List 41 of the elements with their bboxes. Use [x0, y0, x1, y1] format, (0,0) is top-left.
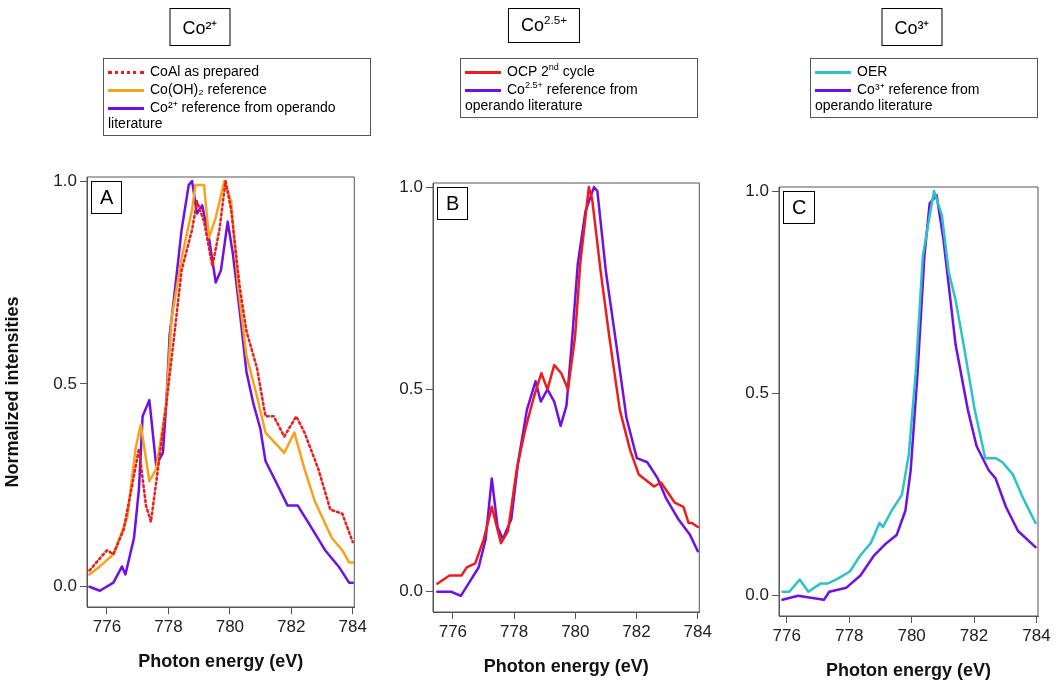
- x-tick-label: 776: [92, 616, 122, 636]
- legend-label: OER: [857, 63, 888, 79]
- x-tick-label: 778: [154, 616, 183, 636]
- chart-title: Co$^{2.5+}$: [507, 8, 581, 43]
- x-tick-label: 780: [897, 625, 926, 645]
- x-tick-label: 776: [772, 625, 801, 645]
- legend-label: CoAl as prepared: [150, 63, 259, 79]
- chart-title: Co²⁺: [169, 8, 231, 46]
- x-tick-label: 784: [683, 621, 712, 641]
- annotation: B: [437, 187, 469, 220]
- y-tick-label: 0.5: [53, 373, 77, 393]
- x-tick-label: 778: [499, 621, 529, 641]
- x-tick-label: 780: [215, 616, 245, 636]
- x-tick-label: 782: [959, 625, 989, 645]
- x-tick-label: 784: [338, 616, 367, 636]
- y-tick-label: 0.0: [53, 576, 77, 596]
- annotation: C: [783, 191, 816, 224]
- y-tick-label: 0.5: [399, 379, 423, 399]
- y-axis-title: Normalized intensities: [1, 296, 22, 488]
- legend-label: Co²⁺ reference from operando literature: [108, 99, 336, 131]
- y-tick-label: 1.0: [53, 170, 77, 190]
- x-tick-label: 778: [835, 625, 864, 645]
- y-tick-label: 0.0: [399, 581, 423, 601]
- x-axis-title: Photon energy (eV): [483, 656, 649, 677]
- chart-title: Co³⁺: [881, 8, 943, 46]
- legend-label: OCP 2$^{nd}$ cycle: [507, 62, 595, 79]
- legend-label: Co$^{2.5+}$ reference from operando literature: [465, 80, 638, 113]
- annotation: A: [91, 181, 123, 214]
- y-tick-label: 1.0: [745, 180, 769, 200]
- x-tick-label: 782: [277, 616, 306, 636]
- y-tick-label: 0.0: [745, 585, 769, 605]
- legend-label: Co³⁺ reference from operando literature: [815, 81, 980, 113]
- x-tick-label: 776: [438, 621, 468, 641]
- y-tick-label: 0.5: [745, 383, 769, 403]
- y-tick-label: 1.0: [399, 176, 423, 196]
- x-tick-label: 782: [622, 621, 651, 641]
- x-axis-title: Photon energy (eV): [138, 651, 304, 672]
- legend-label: Co(OH)₂ reference: [150, 81, 267, 97]
- x-axis-title: Photon energy (eV): [825, 660, 992, 681]
- x-tick-label: 784: [1022, 625, 1051, 645]
- x-tick-label: 780: [561, 621, 590, 641]
